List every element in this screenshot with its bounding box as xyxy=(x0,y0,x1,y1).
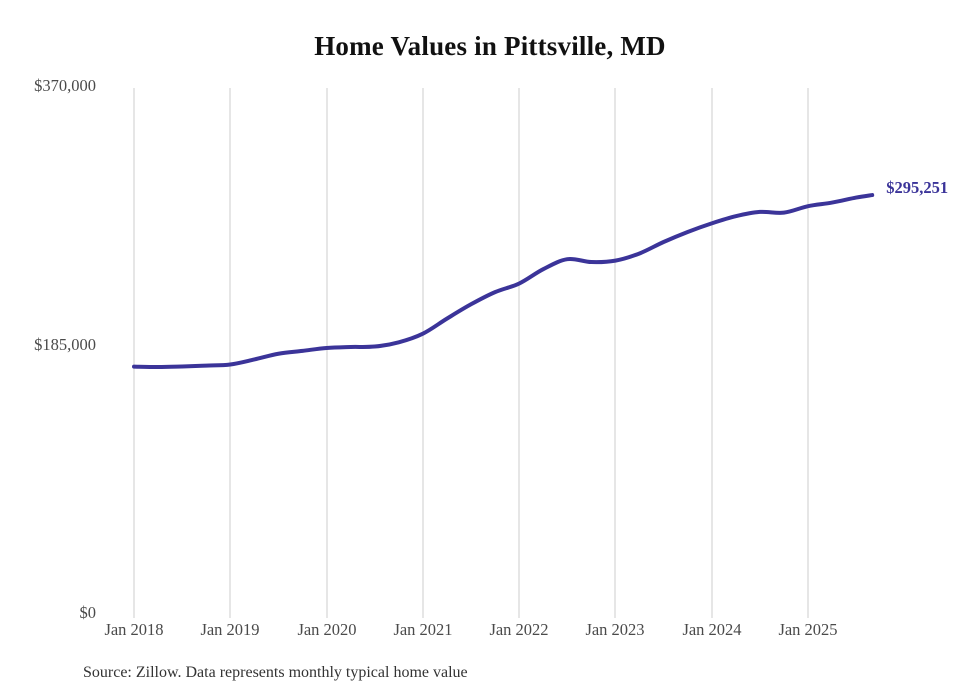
data-line-typical-home-value xyxy=(132,193,875,370)
x-tick-label-jan-2020: Jan 2020 xyxy=(297,620,357,639)
x-tick-label-jan-2024: Jan 2024 xyxy=(682,620,742,639)
x-tick-label-jan-2021: Jan 2021 xyxy=(393,620,453,639)
source-note: Source: Zillow. Data represents monthly … xyxy=(83,664,468,681)
y-tick-label-mid: $185,000 xyxy=(34,335,96,354)
end-value-label: $295,251 xyxy=(886,178,949,198)
x-tick-label-jan-2019: Jan 2019 xyxy=(200,620,260,639)
x-tick-label-jan-2023: Jan 2023 xyxy=(585,620,645,639)
page-title: Home Values in Pittsville, MD xyxy=(314,31,666,61)
x-tick-label-jan-2025: Jan 2025 xyxy=(778,620,838,639)
y-tick-label-bottom: $0 xyxy=(79,603,97,622)
gridlines xyxy=(133,88,809,618)
x-tick-label-jan-2018: Jan 2018 xyxy=(104,620,164,639)
y-tick-label-top: $370,000 xyxy=(34,76,96,95)
x-tick-label-jan-2022: Jan 2022 xyxy=(489,620,549,639)
